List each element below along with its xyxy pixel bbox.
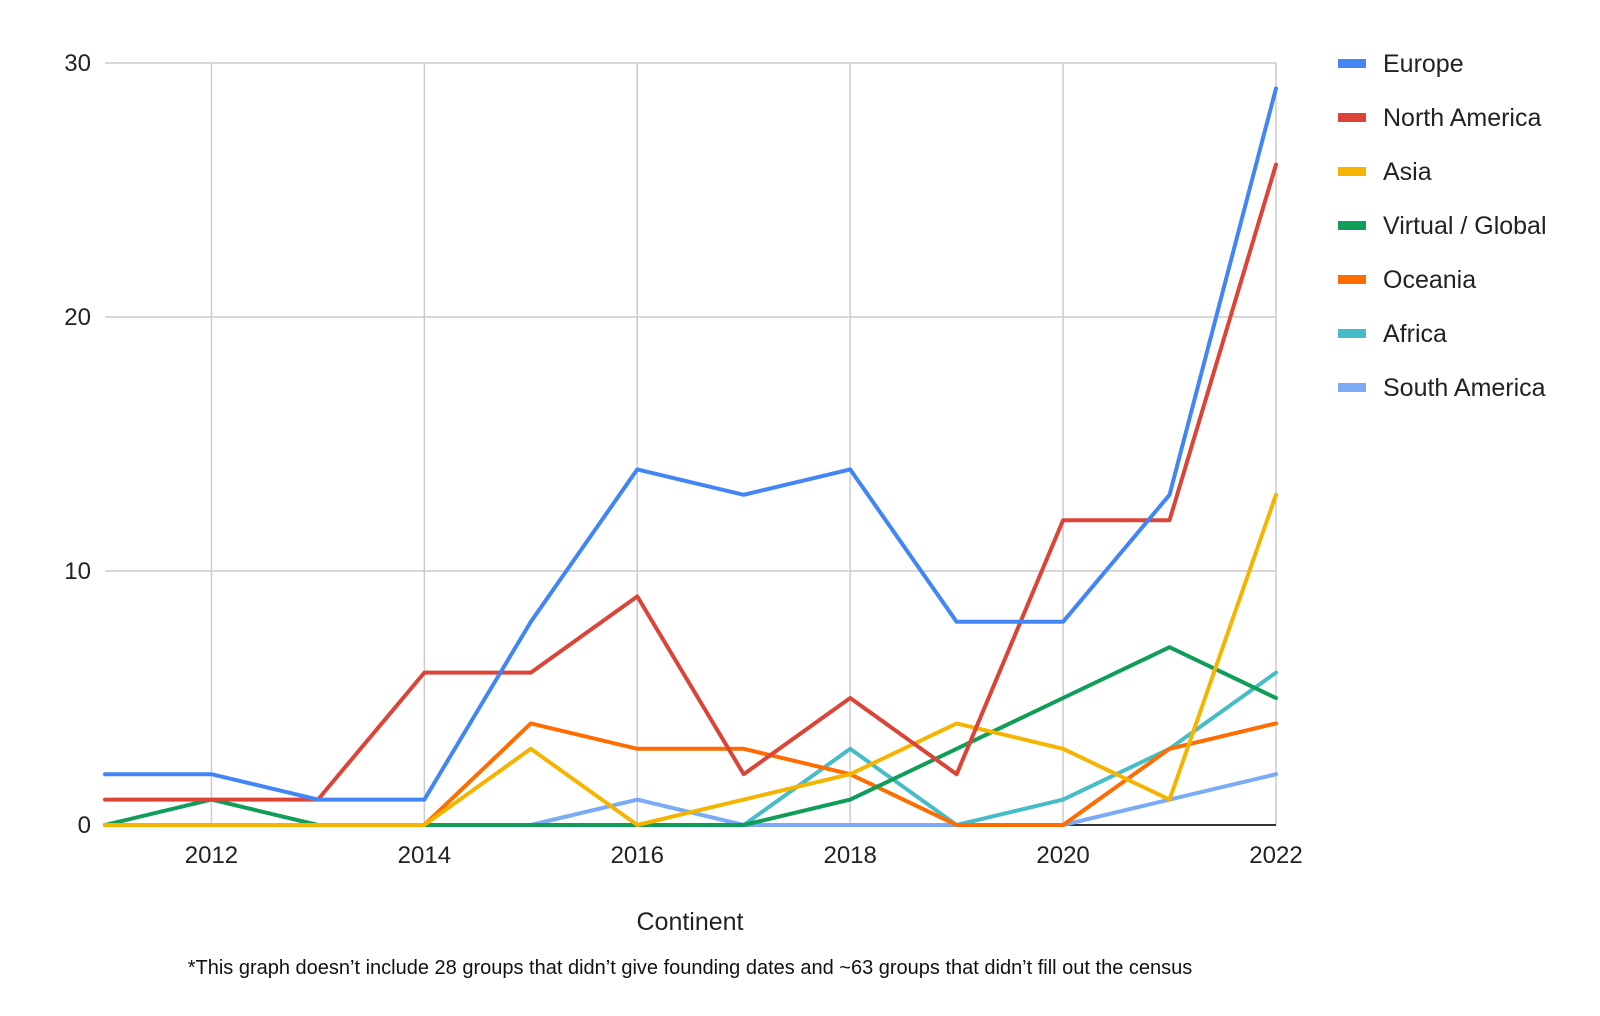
y-tick-label: 20	[64, 304, 91, 331]
legend-label-virtual-global: Virtual / Global	[1383, 212, 1547, 240]
y-tick-label: 0	[78, 812, 91, 839]
legend-swatch-africa	[1338, 329, 1366, 338]
series-line-asia	[103, 492, 1278, 827]
x-tick-label: 2020	[1036, 842, 1089, 869]
legend-swatch-north-america	[1338, 113, 1366, 122]
legend-label-asia: Asia	[1383, 158, 1432, 186]
legend-label-north-america: North America	[1383, 104, 1541, 132]
legend-label-europe: Europe	[1383, 50, 1464, 78]
x-tick-label: 2016	[611, 842, 664, 869]
x-tick-label: 2014	[398, 842, 451, 869]
legend-swatch-oceania	[1338, 275, 1366, 284]
series-line-north-america	[103, 162, 1278, 802]
legend-swatch-virtual-global	[1338, 221, 1366, 230]
x-axis-title: Continent	[636, 908, 743, 936]
y-tick-label: 30	[64, 50, 91, 77]
y-tick-label: 10	[64, 558, 91, 585]
legend-label-oceania: Oceania	[1383, 266, 1476, 294]
legend: Europe North America Asia Virtual / Global O…	[1338, 50, 1547, 402]
footnote: *This graph doesn’t include 28 groups th…	[188, 957, 1193, 979]
axes: 0 10 20 30 2012 2014 2016 2018 2020 2022	[64, 50, 1302, 869]
legend-label-south-america: South America	[1383, 374, 1546, 402]
series-line-oceania	[103, 721, 1278, 827]
series-lines	[103, 86, 1278, 827]
legend-swatch-south-america	[1338, 383, 1366, 392]
legend-swatch-asia	[1338, 167, 1366, 176]
x-tick-label: 2018	[823, 842, 876, 869]
series-line-europe	[103, 86, 1278, 802]
legend-label-africa: Africa	[1383, 320, 1447, 348]
x-tick-label: 2012	[185, 842, 238, 869]
legend-swatch-europe	[1338, 59, 1366, 68]
series-line-virtual-global	[103, 645, 1278, 827]
grid	[105, 62, 1277, 825]
x-tick-label: 2022	[1249, 842, 1302, 869]
